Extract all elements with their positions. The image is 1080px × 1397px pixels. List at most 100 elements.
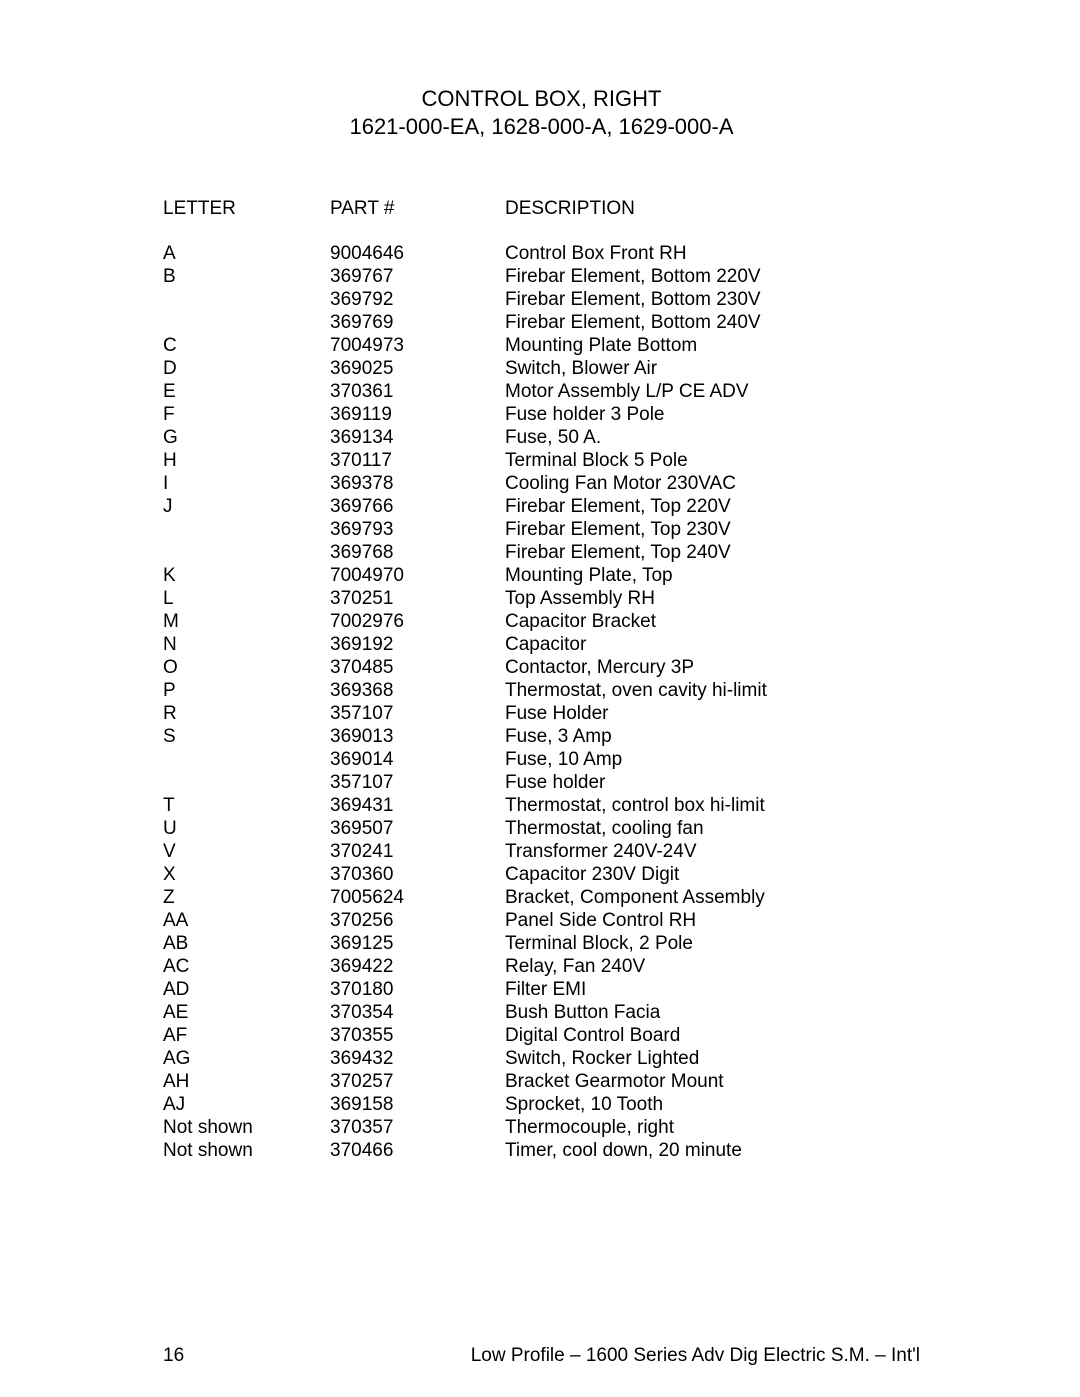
table-cell-description: Firebar Element, Bottom 230V — [505, 288, 920, 311]
table-cell-description: Capacitor — [505, 633, 920, 656]
table-cell-letter: AF — [163, 1024, 330, 1047]
table-cell-description: Fuse, 3 Amp — [505, 725, 920, 748]
table-cell-part: 370355 — [330, 1024, 505, 1047]
table-cell-letter: N — [163, 633, 330, 656]
page-number: 16 — [163, 1345, 184, 1367]
table-cell-description: Filter EMI — [505, 978, 920, 1001]
table-cell-description: Firebar Element, Top 220V — [505, 495, 920, 518]
table-cell-part: 369792 — [330, 288, 505, 311]
header-letter: LETTER — [163, 198, 330, 220]
table-cell-description: Relay, Fan 240V — [505, 955, 920, 978]
table-cell-letter: AH — [163, 1070, 330, 1093]
table-cell-letter: M — [163, 610, 330, 633]
table-cell-letter — [163, 518, 330, 541]
table-cell-description: Transformer 240V-24V — [505, 840, 920, 863]
title-line-1: CONTROL BOX, RIGHT — [163, 85, 920, 113]
table-cell-letter: Z — [163, 886, 330, 909]
table-cell-description: Firebar Element, Bottom 240V — [505, 311, 920, 334]
table-cell-part: 370485 — [330, 656, 505, 679]
table-cell-description: Motor Assembly L/P CE ADV — [505, 380, 920, 403]
table-cell-description: Digital Control Board — [505, 1024, 920, 1047]
table-cell-letter: C — [163, 334, 330, 357]
table-cell-letter: P — [163, 679, 330, 702]
table-cell-letter: F — [163, 403, 330, 426]
table-cell-letter — [163, 288, 330, 311]
table-cell-letter: J — [163, 495, 330, 518]
table-cell-part: 369119 — [330, 403, 505, 426]
table-cell-letter: T — [163, 794, 330, 817]
table-cell-letter — [163, 541, 330, 564]
table-cell-letter: AC — [163, 955, 330, 978]
header-description: DESCRIPTION — [505, 198, 920, 220]
table-cell-letter: B — [163, 265, 330, 288]
table-cell-part: 369793 — [330, 518, 505, 541]
table-cell-description: Switch, Rocker Lighted — [505, 1047, 920, 1070]
table-cell-part: 370357 — [330, 1116, 505, 1139]
table-cell-description: Capacitor Bracket — [505, 610, 920, 633]
table-cell-part: 370251 — [330, 587, 505, 610]
table-cell-part: 369014 — [330, 748, 505, 771]
table-cell-description: Bracket, Component Assembly — [505, 886, 920, 909]
table-cell-letter: O — [163, 656, 330, 679]
table-cell-letter: S — [163, 725, 330, 748]
table-cell-part: 370256 — [330, 909, 505, 932]
table-cell-letter: E — [163, 380, 330, 403]
table-cell-description: Contactor, Mercury 3P — [505, 656, 920, 679]
table-cell-part: 369158 — [330, 1093, 505, 1116]
table-cell-part: 7002976 — [330, 610, 505, 633]
footer-doc-title: Low Profile – 1600 Series Adv Dig Electr… — [471, 1345, 920, 1367]
table-cell-letter: X — [163, 863, 330, 886]
table-cell-part: 357107 — [330, 771, 505, 794]
table-cell-part: 9004646 — [330, 242, 505, 265]
table-cell-part: 369766 — [330, 495, 505, 518]
table-cell-description: Fuse, 10 Amp — [505, 748, 920, 771]
table-cell-letter: AE — [163, 1001, 330, 1024]
table-cell-part: 369378 — [330, 472, 505, 495]
table-cell-letter: Not shown — [163, 1116, 330, 1139]
table-cell-description: Fuse Holder — [505, 702, 920, 725]
table-cell-description: Fuse, 50 A. — [505, 426, 920, 449]
table-cell-part: 357107 — [330, 702, 505, 725]
table-cell-part: 370241 — [330, 840, 505, 863]
table-cell-description: Switch, Blower Air — [505, 357, 920, 380]
table-cell-description: Panel Side Control RH — [505, 909, 920, 932]
table-cell-letter: AA — [163, 909, 330, 932]
table-cell-letter: AB — [163, 932, 330, 955]
page-footer: 16 Low Profile – 1600 Series Adv Dig Ele… — [0, 1345, 1080, 1367]
table-cell-description: Top Assembly RH — [505, 587, 920, 610]
table-cell-part: 369767 — [330, 265, 505, 288]
table-cell-letter: D — [163, 357, 330, 380]
table-cell-description: Thermostat, oven cavity hi-limit — [505, 679, 920, 702]
table-cell-letter: R — [163, 702, 330, 725]
table-cell-description: Terminal Block, 2 Pole — [505, 932, 920, 955]
table-cell-part: 369507 — [330, 817, 505, 840]
table-cell-description: Sprocket, 10 Tooth — [505, 1093, 920, 1116]
table-cell-letter: Not shown — [163, 1139, 330, 1162]
table-cell-part: 7004973 — [330, 334, 505, 357]
table-cell-part: 369431 — [330, 794, 505, 817]
table-cell-part: 369125 — [330, 932, 505, 955]
table-cell-part: 370466 — [330, 1139, 505, 1162]
table-cell-description: Capacitor 230V Digit — [505, 863, 920, 886]
table-cell-description: Fuse holder 3 Pole — [505, 403, 920, 426]
table-cell-part: 369134 — [330, 426, 505, 449]
page-content: CONTROL BOX, RIGHT 1621-000-EA, 1628-000… — [0, 0, 1080, 1162]
table-cell-letter: L — [163, 587, 330, 610]
table-cell-letter: AJ — [163, 1093, 330, 1116]
table-cell-part: 7004970 — [330, 564, 505, 587]
table-cell-part: 369368 — [330, 679, 505, 702]
parts-table: LETTER ABCDEFGHIJKLMNOPRSTUVXZAAABACADAE… — [163, 198, 920, 1162]
table-cell-part: 7005624 — [330, 886, 505, 909]
table-cell-letter: AG — [163, 1047, 330, 1070]
table-cell-description: Cooling Fan Motor 230VAC — [505, 472, 920, 495]
table-cell-part: 370360 — [330, 863, 505, 886]
table-cell-description: Terminal Block 5 Pole — [505, 449, 920, 472]
table-cell-part: 369192 — [330, 633, 505, 656]
table-cell-letter — [163, 771, 330, 794]
table-cell-part: 369422 — [330, 955, 505, 978]
table-cell-part: 369432 — [330, 1047, 505, 1070]
table-cell-part: 369025 — [330, 357, 505, 380]
table-cell-description: Thermostat, control box hi-limit — [505, 794, 920, 817]
table-cell-description: Fuse holder — [505, 771, 920, 794]
table-cell-part: 369768 — [330, 541, 505, 564]
